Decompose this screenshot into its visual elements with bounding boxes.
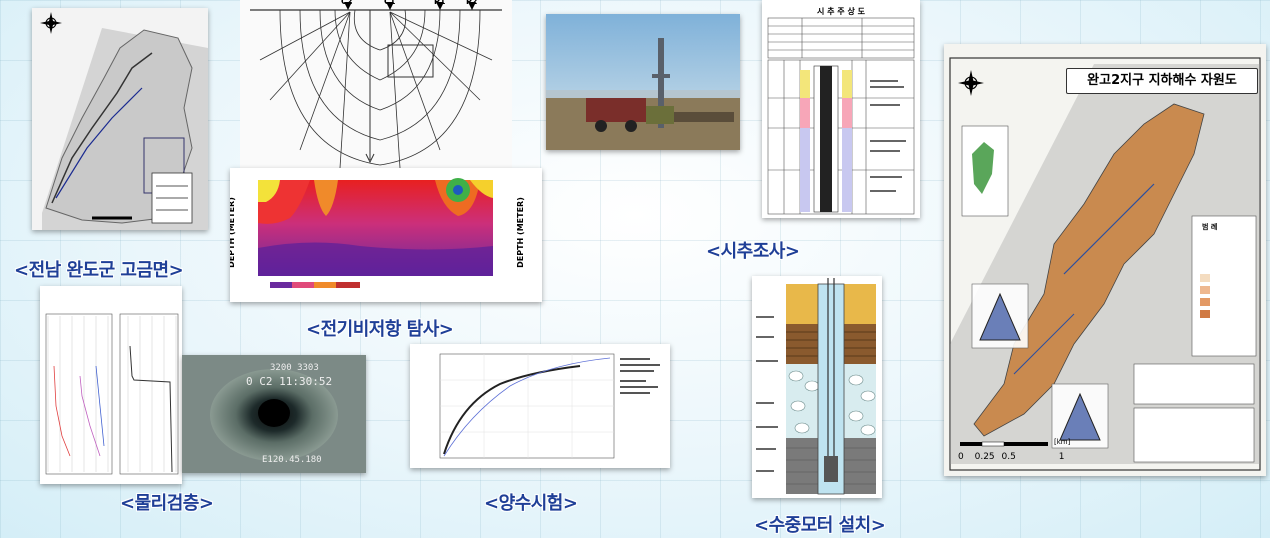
scale-tick-0: 0 [958, 452, 964, 462]
resource-map-title: 완고2지구 지하해수 자원도 [1066, 68, 1258, 94]
drill-log-table [767, 17, 915, 215]
pump-well-diagram [752, 276, 882, 498]
resistivity-section-image [230, 168, 542, 302]
legend-title: 범 례 [1202, 223, 1218, 231]
caption-drilling: <시추조사> [706, 241, 800, 262]
scale-unit: [km] [1054, 438, 1071, 446]
depth-axis-label-right: DEPTH (METER) [515, 197, 525, 268]
electrode-label-p1: P1 [434, 0, 446, 6]
electrode-label-c2: C2 [341, 0, 353, 6]
camera-readout-2: 0 C2 11:30:52 [246, 375, 333, 388]
camera-readout-1: 3200 3303 [270, 363, 319, 373]
location-map-panel [32, 8, 208, 230]
resource-map-image [944, 44, 1266, 476]
caption-logging: <물리검층> [120, 493, 214, 514]
caption-location: <전남 완도군 고금면> [14, 260, 184, 281]
resource-map-panel: 완고2지구 지하해수 자원도 범 례 0 0.25 0.5 1 [km] [944, 44, 1266, 476]
logging-chart-image [40, 286, 182, 484]
drill-log-panel: 시 추 주 상 도 [762, 0, 920, 218]
location-map-image [32, 8, 208, 230]
current-flow-diagram [250, 2, 502, 168]
drill-log-title: 시 추 주 상 도 [817, 7, 865, 16]
camera-readout-3: E120.45.180 [262, 455, 322, 465]
electrode-label-p2: P2 [466, 0, 478, 6]
depth-axis-label-left: DEPTH (METER) [230, 197, 236, 268]
scale-tick-1: 0.25 [974, 452, 995, 462]
pumping-test-panel [410, 344, 670, 468]
scale-tick-3: 1 [1058, 452, 1065, 462]
scale-bar-labels: 0 0.25 0.5 1 [958, 452, 1064, 462]
drilling-rig-photo [546, 14, 740, 150]
pump-install-panel [752, 276, 882, 498]
logging-chart-panel [40, 286, 182, 484]
drilling-photo-panel [546, 14, 740, 150]
caption-pumping: <양수시험> [484, 493, 578, 514]
borehole-camera-panel: 3200 3303 0 C2 11:30:52 E120.45.180 [182, 355, 366, 473]
north-arrow-icon [40, 12, 62, 34]
resistivity-section-panel: DEPTH (METER) DEPTH (METER) [230, 168, 542, 302]
electrode-label-c1: C1 [384, 0, 396, 6]
north-arrow-icon [958, 70, 984, 96]
caption-pump-install: <수중모터 설치> [754, 515, 886, 536]
caption-resistivity: <전기비저항 탐사> [306, 319, 454, 340]
scale-tick-2: 0.5 [1001, 452, 1016, 462]
pumping-test-chart [410, 344, 670, 468]
borehole-camera-image [182, 355, 366, 473]
electrode-diagram-panel: C2 C1 P1 P2 [240, 0, 512, 168]
